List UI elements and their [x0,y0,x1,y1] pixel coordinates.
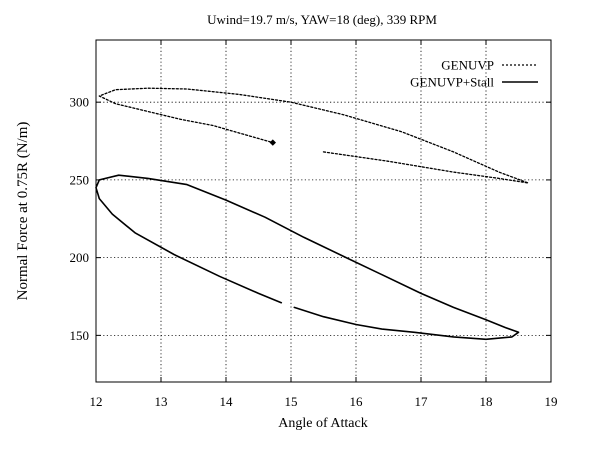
y-tick-label: 150 [70,328,90,343]
x-tick-label: 12 [90,394,103,409]
x-tick-label: 15 [285,394,298,409]
grid [96,40,551,382]
series-end-marker [269,139,276,146]
y-tick-label: 250 [70,172,90,187]
x-tick-label: 19 [545,394,558,409]
legend-label-1: GENUVP [441,58,494,73]
series-layer [95,87,529,341]
legend-label-2: GENUVP+Stall [410,75,494,90]
x-axis-label: Angle of Attack [278,416,367,431]
series-line-2 [95,174,520,341]
y-tick-label: 200 [70,250,90,265]
series-line-1 [98,87,529,184]
x-tick-label: 17 [415,394,429,409]
y-axis-label: Normal Force at 0.75R (N/m) [15,122,31,301]
chart-title: Uwind=19.7 m/s, YAW=18 (deg), 339 RPM [207,12,437,27]
x-tick-label: 18 [480,394,493,409]
y-tick-label: 300 [70,95,90,110]
plot-frame [95,39,552,383]
x-tick-label: 13 [155,394,168,409]
axis-ticks: 12 13 14 15 16 17 18 19 150 200 250 300 [70,40,558,409]
x-tick-label: 16 [350,394,364,409]
legend: GENUVP GENUVP+Stall [410,58,538,90]
x-tick-label: 14 [220,394,234,409]
